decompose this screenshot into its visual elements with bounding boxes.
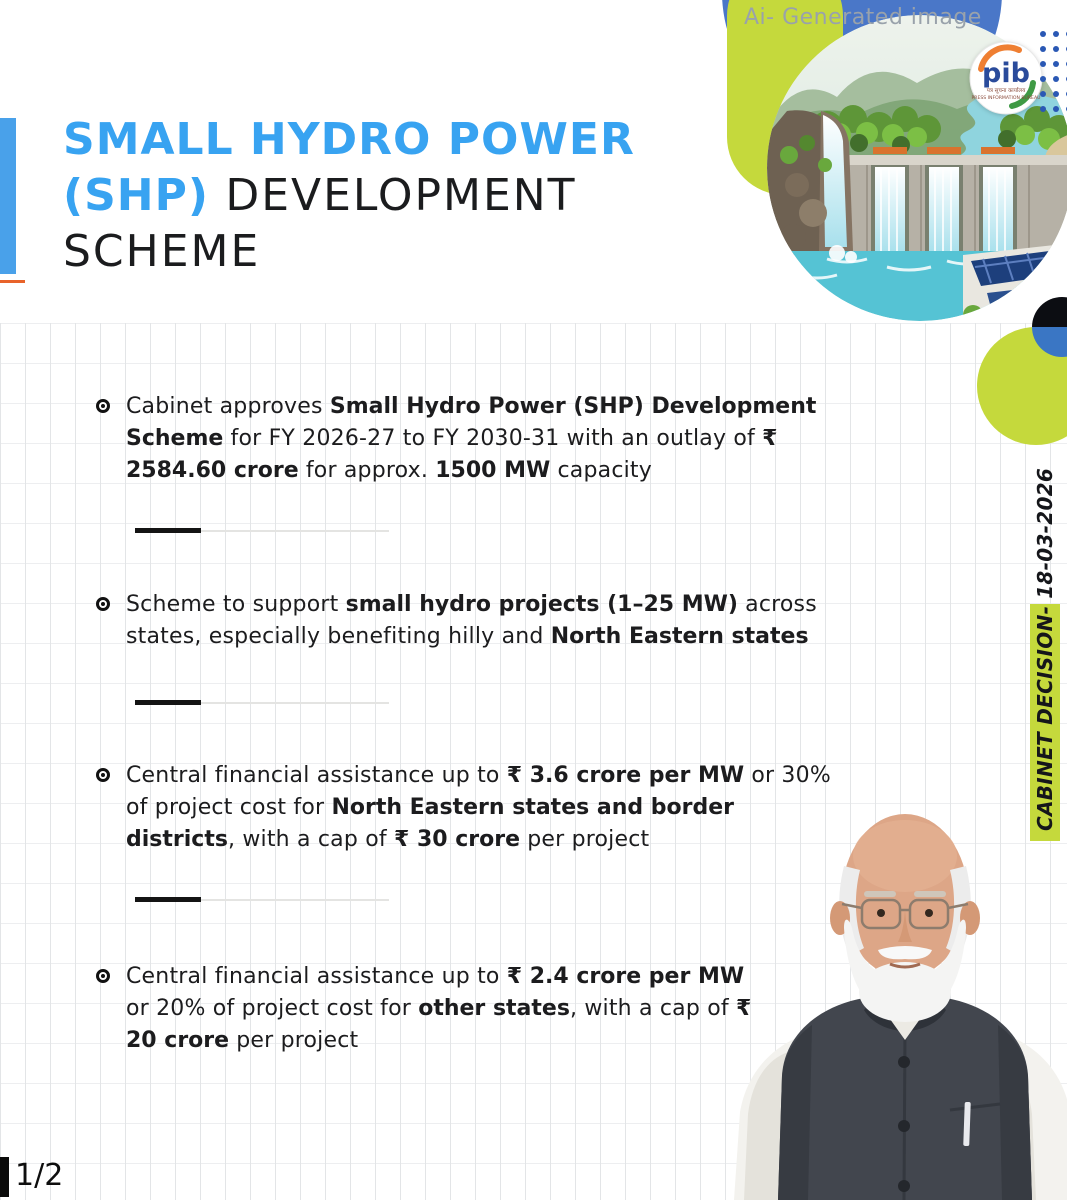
cabinet-decision-highlight: CABINET DECISION- [1030, 603, 1060, 841]
bullet-marker-icon [96, 969, 110, 983]
section-divider [135, 528, 389, 533]
orange-accent-dash [0, 280, 25, 283]
pm-modi-photo [714, 814, 1067, 1200]
bullet-item-outlay: Cabinet approves Small Hydro Power (SHP)… [96, 391, 826, 487]
pib-logo-subtext-hindi: पत्र सूचना कार्यालय [987, 87, 1026, 94]
section-divider [135, 897, 389, 902]
bullet-marker-icon [96, 597, 110, 611]
glasses-icon [841, 898, 969, 930]
cabinet-decision-date: 18-03-2026 [1033, 467, 1057, 599]
title-text-black-3: SCHEME [63, 226, 261, 277]
bullet-item-ne-assistance: Central financial assistance up to ₹ 3.6… [96, 760, 836, 856]
bullet-marker-icon [96, 768, 110, 782]
page-indicator: 1/2 [15, 1158, 64, 1193]
pm-portrait-graphic [734, 814, 1067, 1200]
bullet-item-other-assistance: Central financial assistance up to ₹ 2.4… [96, 961, 761, 1057]
bullet-text: Central financial assistance up to ₹ 3.6… [126, 763, 831, 852]
pib-logo: pib पत्र सूचना कार्यालय PRESS INFORMATIO… [969, 41, 1043, 115]
title-line-1: SMALL HYDRO POWER [63, 112, 635, 168]
title-line-2: (SHP) DEVELOPMENT [63, 168, 635, 224]
footer-accent-bar [0, 1157, 9, 1197]
pib-logo-text: pib [982, 58, 1030, 89]
title-text-blue-2: (SHP) [63, 170, 209, 221]
bullet-text: Scheme to support small hydro projects (… [126, 592, 817, 649]
blue-dots-grid-icon [1040, 31, 1067, 112]
title-text-black-2: DEVELOPMENT [225, 170, 577, 221]
bullet-text: Central financial assistance up to ₹ 2.4… [126, 964, 752, 1053]
section-divider [135, 700, 389, 705]
title-text-blue-1: SMALL HYDRO POWER [63, 114, 635, 165]
bullet-marker-icon [96, 399, 110, 413]
title-line-3: SCHEME [63, 224, 635, 280]
bullet-text: Cabinet approves Small Hydro Power (SHP)… [126, 394, 817, 483]
bullet-item-scope: Scheme to support small hydro projects (… [96, 589, 886, 653]
pib-logo-subtext-en: PRESS INFORMATION BUREAU [972, 95, 1041, 101]
cabinet-decision-banner: CABINET DECISION- 18-03-2026 [1030, 467, 1060, 841]
pib-logo-graphic: pib पत्र सूचना कार्यालय PRESS INFORMATIO… [969, 41, 1043, 115]
title-accent-bar [0, 118, 16, 274]
ai-generated-label: Ai- Generated image [744, 5, 982, 30]
page-title: SMALL HYDRO POWER (SHP) DEVELOPMENT SCHE… [63, 112, 635, 280]
